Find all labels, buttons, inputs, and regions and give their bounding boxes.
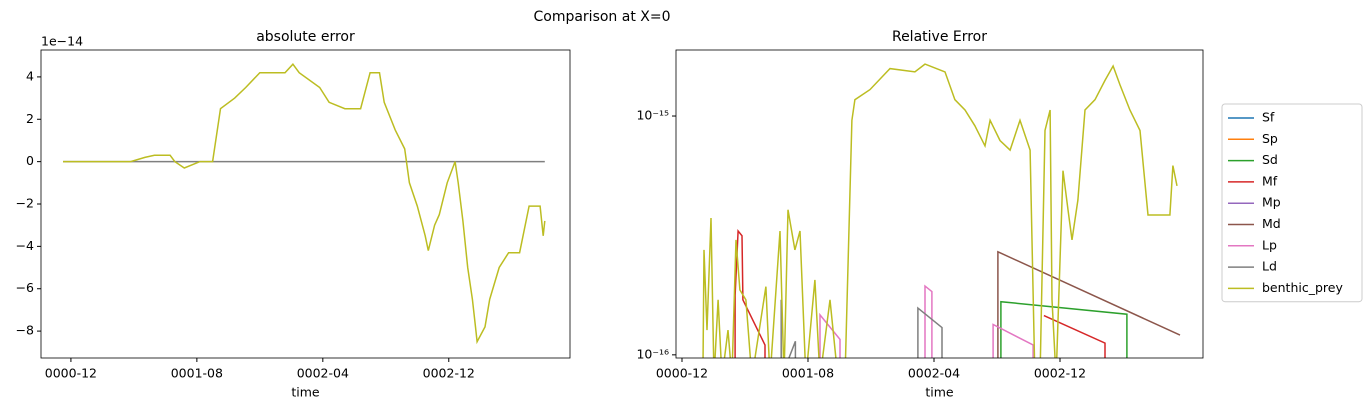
plot-area [702,63,1181,358]
x-tick-label: 0001-08 [171,366,223,381]
x-tick-label: 0001-08 [782,366,834,381]
y-tick-label: −2 [16,196,34,211]
legend-label: Md [1262,216,1281,231]
series-line [1000,300,1128,358]
y-tick-label: 0 [26,153,34,168]
legend-label: Lp [1262,237,1277,252]
y-tick-label: 10⁻¹⁵ [636,108,669,123]
series-line [997,250,1181,358]
legend-label: Sf [1262,110,1275,125]
y-tick-label: −4 [16,238,34,253]
legend-label: benthic_prey [1262,280,1343,295]
series-line [702,63,1178,358]
series-line [819,284,1034,358]
x-tick-label: 0002-04 [908,366,960,381]
plot-area [63,63,546,345]
legend-label: Sd [1262,152,1278,167]
series-line [780,299,943,358]
axes-frame [40,49,571,359]
y-tick-label: −6 [16,280,34,295]
x-axis-label: time [925,385,954,400]
x-tick-label: 0002-04 [297,366,349,381]
x-tick-label: 0000-12 [656,366,708,381]
x-axis-label: time [291,385,320,400]
series-line [63,63,546,345]
axes-frame [675,49,1204,359]
x-tick-label: 0000-12 [45,366,97,381]
y-tick-label: 2 [26,111,34,126]
y-tick-label: 4 [26,68,34,83]
legend-label: Sp [1262,131,1278,146]
y-tick-label: 10⁻¹⁶ [636,346,669,361]
y-offset-label: 1e−14 [41,34,83,49]
legend-box [1221,103,1363,303]
legend-label: Mf [1262,173,1278,188]
legend-label: Ld [1262,259,1277,274]
x-tick-label: 0002-12 [423,366,475,381]
axes-title: absolute error [256,29,355,45]
axes-title: Relative Error [892,29,987,45]
figure-title: Comparison at X=0 [533,9,670,25]
legend-label: Mp [1262,195,1281,210]
y-tick-label: −8 [16,323,34,338]
x-tick-label: 0002-12 [1034,366,1086,381]
series-line [734,229,1106,358]
